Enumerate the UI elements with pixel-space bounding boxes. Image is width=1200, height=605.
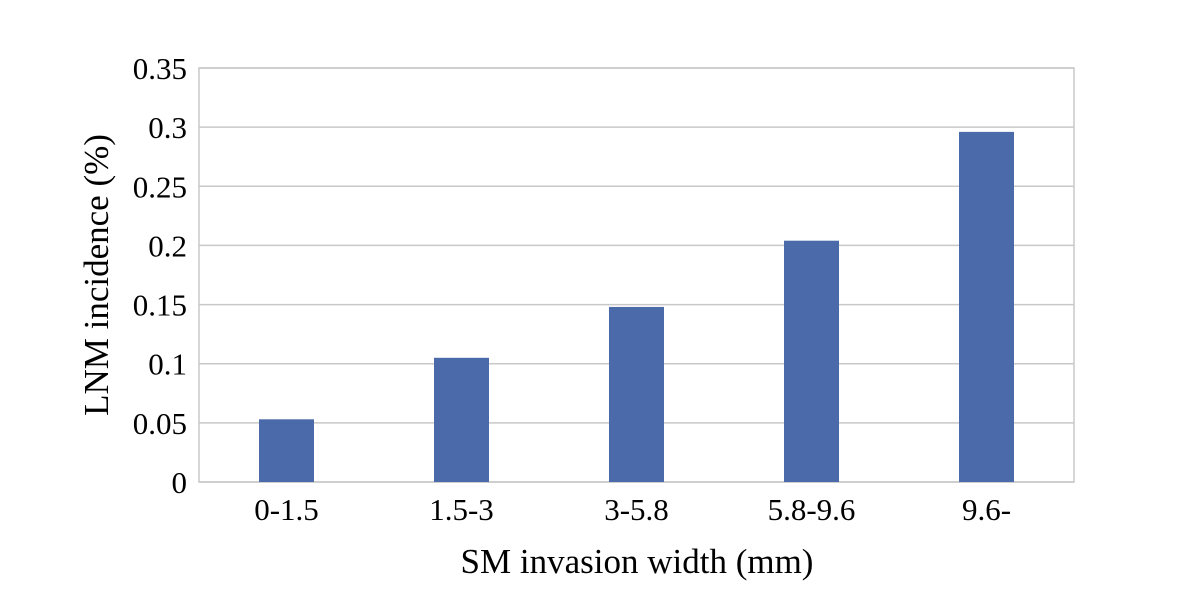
bar-1.5-3 xyxy=(434,357,489,482)
y-tick-label: 0.35 xyxy=(133,51,187,86)
y-axis-title: LNM incidence (%) xyxy=(77,134,116,416)
y-tick-label: 0.3 xyxy=(148,110,187,145)
bar-9.6- xyxy=(959,131,1014,483)
bar-3-5.8 xyxy=(609,306,664,482)
x-tick-label: 0-1.5 xyxy=(254,492,319,527)
x-tick-label: 3-5.8 xyxy=(604,492,669,527)
x-tick-labels: 0-1.5 1.5-3 3-5.8 5.8-9.6 9.6- xyxy=(254,492,1011,527)
bar-5.8-9.6 xyxy=(784,240,839,482)
x-tick-label: 9.6- xyxy=(962,492,1011,527)
y-tick-label: 0.25 xyxy=(133,169,187,204)
x-axis-title: SM invasion width (mm) xyxy=(461,542,814,581)
y-tick-labels: 0 0.05 0.1 0.15 0.2 0.25 0.3 0.35 xyxy=(133,51,187,500)
bar-0-1.5 xyxy=(259,419,314,482)
x-tick-label: 1.5-3 xyxy=(429,492,494,527)
x-tick-label: 5.8-9.6 xyxy=(768,492,856,527)
bars xyxy=(259,131,1014,483)
y-tick-label: 0.1 xyxy=(148,347,187,382)
y-tick-label: 0 xyxy=(172,465,188,500)
y-tick-label: 0.15 xyxy=(133,288,187,323)
y-tick-label: 0.2 xyxy=(148,228,187,263)
y-tick-label: 0.05 xyxy=(133,406,187,441)
